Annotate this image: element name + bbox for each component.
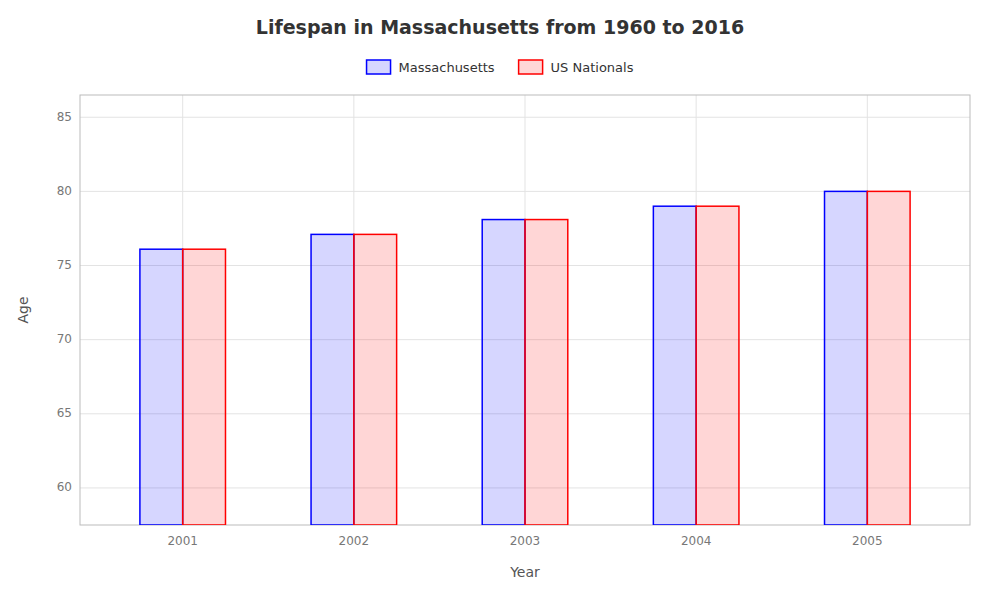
legend: Massachusetts US Nationals <box>367 60 634 75</box>
bar <box>354 234 397 525</box>
legend-item: Massachusetts <box>367 60 495 75</box>
bar <box>653 206 696 525</box>
y-tick-label: 85 <box>57 110 72 124</box>
plot-frame <box>80 95 970 525</box>
bar <box>525 220 568 525</box>
bars <box>140 191 910 525</box>
bar <box>825 191 868 525</box>
y-tick-label: 80 <box>57 184 72 198</box>
x-tick-label: 2003 <box>510 534 541 548</box>
chart-svg: 60 65 70 75 80 85 2001 2002 2003 2004 2005 Year Age L… <box>0 0 1000 600</box>
bar <box>696 206 739 525</box>
y-tick-label: 65 <box>57 406 72 420</box>
legend-label: Massachusetts <box>399 60 495 75</box>
x-tick-label: 2001 <box>167 534 198 548</box>
bar <box>867 191 910 525</box>
bar <box>140 249 183 525</box>
y-tick-label: 75 <box>57 258 72 272</box>
chart-title: Lifespan in Massachusetts from 1960 to 2… <box>256 16 744 38</box>
bar <box>183 249 226 525</box>
y-axis: 60 65 70 75 80 85 <box>57 110 72 495</box>
legend-swatch <box>367 60 391 74</box>
bar <box>311 234 354 525</box>
x-axis: 2001 2002 2003 2004 2005 <box>167 534 882 548</box>
chart-container: 60 65 70 75 80 85 2001 2002 2003 2004 2005 Year Age L… <box>0 0 1000 600</box>
x-tick-label: 2004 <box>681 534 712 548</box>
x-tick-label: 2002 <box>339 534 370 548</box>
bar <box>482 220 525 525</box>
grid <box>80 95 970 525</box>
legend-swatch <box>519 60 543 74</box>
x-axis-label: Year <box>509 564 540 580</box>
legend-label: US Nationals <box>551 60 634 75</box>
y-axis-label: Age <box>15 296 31 323</box>
y-tick-label: 60 <box>57 480 72 494</box>
legend-item: US Nationals <box>519 60 634 75</box>
y-tick-label: 70 <box>57 332 72 346</box>
x-tick-label: 2005 <box>852 534 883 548</box>
